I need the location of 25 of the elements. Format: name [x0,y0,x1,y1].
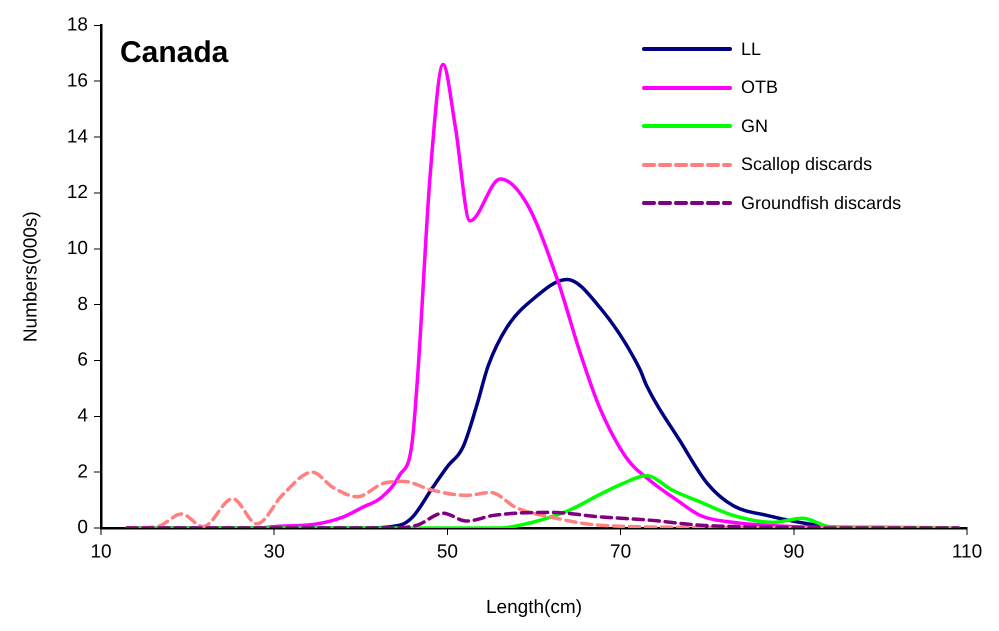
y-tick-label: 14 [66,126,88,148]
y-tick-label: 0 [77,517,88,538]
legend-label: Groundfish discards [741,192,902,214]
y-tick-label: 16 [66,70,88,92]
x-tick-label: 90 [783,542,804,563]
x-tick-label: 10 [90,542,112,563]
y-tick-label: 8 [77,294,88,315]
line-series [125,510,960,528]
y-tick-label: 6 [77,350,88,371]
x-tick-label: 30 [264,542,285,563]
y-tick-label: 12 [66,182,88,204]
x-tick-label: 70 [610,542,632,563]
legend-label: Scallop discards [741,154,874,176]
legend-label: OTB [741,77,780,98]
legend-label: GN [741,116,769,137]
y-tick-label: 4 [77,406,88,427]
legend-label: LL [741,38,762,60]
chart-title: Canada [120,36,228,70]
x-tick-label: 110 [952,542,982,563]
x-axis-title: Length(cm) [486,596,582,618]
y-tick-label: 2 [77,461,88,482]
y-tick-label: 18 [66,14,88,36]
x-tick-label: 50 [436,542,458,563]
y-axis-title: Numbers(000s) [20,211,42,342]
y-tick-label: 10 [66,238,88,260]
